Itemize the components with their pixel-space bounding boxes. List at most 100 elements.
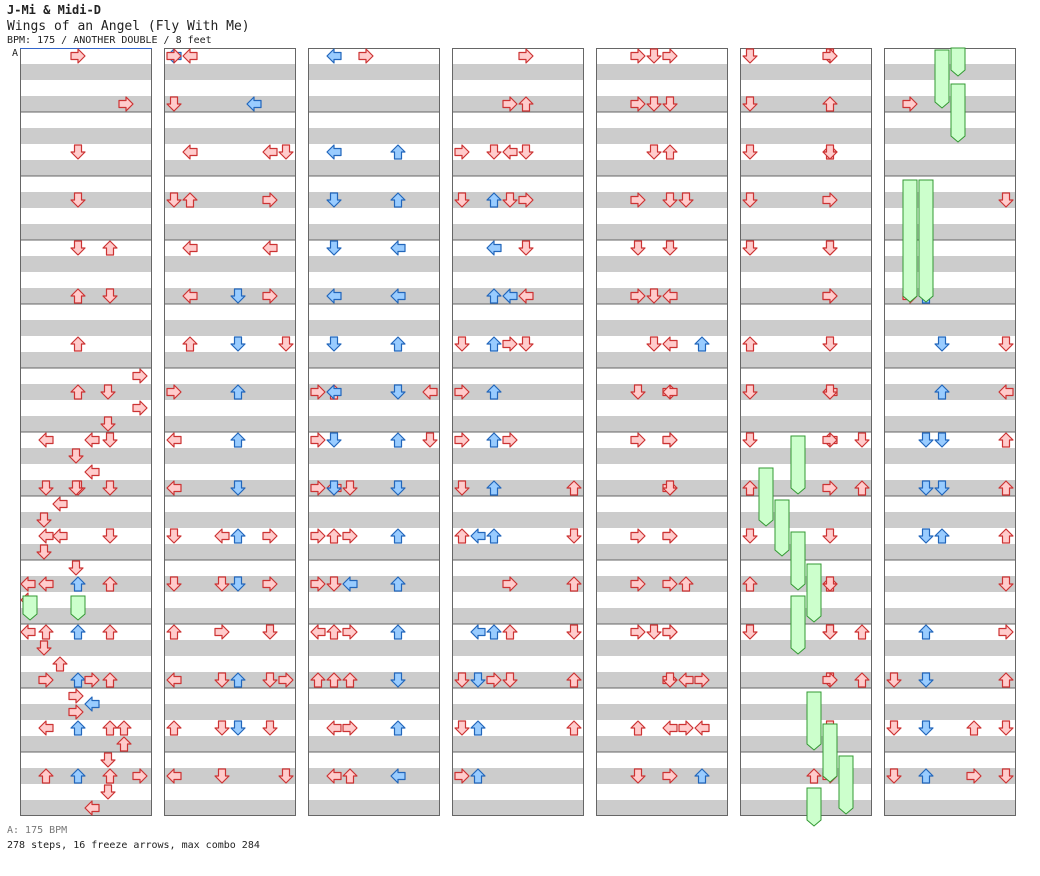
freeze-arrow [950,83,966,143]
freeze-arrow [918,179,934,303]
beat-band [164,768,296,784]
beat-band [452,800,584,816]
step-arrow [518,240,534,256]
step-arrow [630,720,646,736]
step-arrow [454,192,470,208]
step-arrow [214,672,230,688]
beat-band [884,64,1016,80]
step-arrow [998,192,1014,208]
step-arrow [310,384,326,400]
step-arrow [662,192,678,208]
artist-name: J-Mi & Midi-D [7,3,101,17]
step-arrow [390,624,406,640]
beat-band [740,224,872,240]
beat-band [740,736,872,752]
step-arrow [454,432,470,448]
beat-band [596,736,728,752]
beat-band [164,352,296,368]
step-arrow [342,720,358,736]
step-arrow [68,688,84,704]
beat-band [740,192,872,208]
beat-band [308,96,440,112]
beat-band [452,96,584,112]
step-arrow [454,336,470,352]
step-arrow [262,288,278,304]
step-arrow [470,768,486,784]
step-arrow [214,576,230,592]
step-arrow [118,96,134,112]
step-arrow [662,48,678,64]
step-arrow [310,624,326,640]
step-arrow [566,480,582,496]
beat-band [884,384,1016,400]
freeze-arrow [790,531,806,591]
step-arrow [390,528,406,544]
step-arrow [262,528,278,544]
step-arrow [678,192,694,208]
beat-band [884,320,1016,336]
step-arrow [102,288,118,304]
step-arrow [502,576,518,592]
beat-band [596,448,728,464]
beat-band [20,384,152,400]
beat-band [308,320,440,336]
step-arrow [326,288,342,304]
step-arrow [486,384,502,400]
step-arrow [502,144,518,160]
freeze-arrow [774,499,790,557]
beat-band [740,256,872,272]
step-arrow [502,336,518,352]
step-arrow [70,192,86,208]
freeze-arrow [822,723,838,783]
step-arrow [36,640,52,656]
step-arrow [454,480,470,496]
step-arrow [38,576,54,592]
beat-band [596,544,728,560]
step-arrow [230,528,246,544]
step-arrow [70,48,86,64]
freeze-arrow [790,595,806,655]
freeze-arrow [806,787,822,827]
step-arrow [662,480,678,496]
step-arrow [230,384,246,400]
step-arrow [132,368,148,384]
step-arrow [182,144,198,160]
step-arrow [38,768,54,784]
step-arrow [822,336,838,352]
step-arrow [486,672,502,688]
step-arrow [646,96,662,112]
step-arrow [166,672,182,688]
step-arrow [422,384,438,400]
chart-column-6 [740,48,872,816]
step-arrow [998,528,1014,544]
step-arrow [742,384,758,400]
step-arrow [182,192,198,208]
step-arrow [70,144,86,160]
step-arrow [326,48,342,64]
beat-band [884,544,1016,560]
step-arrow [102,528,118,544]
beat-band [308,192,440,208]
beat-band [452,128,584,144]
step-arrow [342,672,358,688]
step-arrow [662,96,678,112]
step-arrow [390,720,406,736]
step-arrow [230,720,246,736]
step-arrow [100,784,116,800]
step-arrow [886,720,902,736]
step-arrow [100,384,116,400]
step-arrow [742,240,758,256]
step-arrow [182,336,198,352]
beat-band [164,640,296,656]
beat-band [308,704,440,720]
beat-band [164,480,296,496]
step-arrow [662,528,678,544]
beat-band [596,352,728,368]
step-arrow [102,768,118,784]
beat-band [308,576,440,592]
step-arrow [70,288,86,304]
step-arrow [38,720,54,736]
step-arrow [262,144,278,160]
beat-band [308,128,440,144]
